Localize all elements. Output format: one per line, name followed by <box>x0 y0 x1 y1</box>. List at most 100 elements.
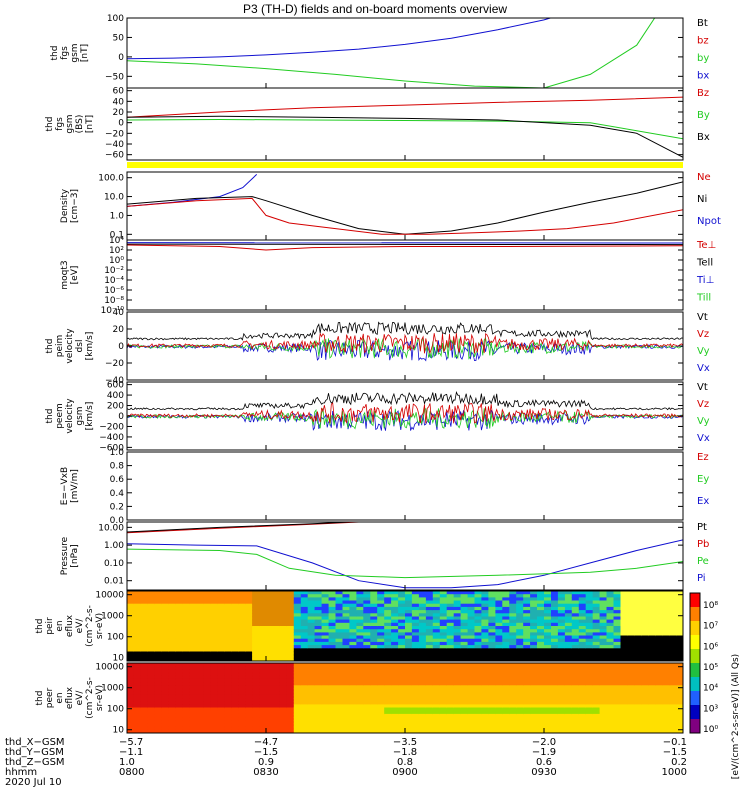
heatmap-cell <box>474 726 482 731</box>
heatmap-cell <box>377 694 385 699</box>
heatmap-cell <box>557 663 566 667</box>
colorbar-tick-label: 10⁴ <box>703 684 718 694</box>
heatmap-cell <box>627 635 635 640</box>
heatmap-cell <box>488 657 496 661</box>
heatmap-cell <box>127 619 135 624</box>
heatmap-cell <box>432 657 441 661</box>
heatmap-cell <box>196 672 204 677</box>
heatmap-cell <box>259 610 267 614</box>
heatmap-cell <box>460 704 469 709</box>
heatmap-cell <box>203 619 211 624</box>
heatmap-cell <box>140 723 149 728</box>
heatmap-cell <box>537 663 545 667</box>
series-line-blue <box>127 174 258 207</box>
heatmap-cell <box>405 710 413 715</box>
heatmap-cell <box>300 635 309 640</box>
heatmap-cell <box>585 657 594 661</box>
heatmap-cell <box>627 651 635 656</box>
heatmap-cell <box>578 669 587 674</box>
heatmap-cell <box>655 638 663 643</box>
heatmap-cell <box>363 654 371 659</box>
heatmap-cell <box>307 710 316 715</box>
heatmap-cell <box>147 688 156 693</box>
heatmap-cell <box>370 669 378 674</box>
heatmap-cell <box>238 729 246 733</box>
heatmap-cell <box>273 678 281 683</box>
heatmap-cell <box>293 629 302 633</box>
heatmap-cell <box>377 654 385 659</box>
heatmap-cell <box>662 663 670 667</box>
heatmap-cell <box>314 666 323 670</box>
heatmap-cell <box>314 707 323 712</box>
heatmap-cell <box>328 651 337 656</box>
heatmap-cell <box>537 726 545 731</box>
heatmap-cell <box>467 678 476 683</box>
heatmap-cell <box>335 603 343 608</box>
heatmap-cell <box>544 678 552 683</box>
heatmap-cell <box>405 685 413 690</box>
heatmap-cell <box>168 645 177 649</box>
heatmap-cell <box>606 606 614 611</box>
heatmap-cell <box>557 616 566 621</box>
heatmap-cell <box>662 657 670 661</box>
heatmap-cell <box>453 669 462 674</box>
heatmap-cell <box>439 606 448 611</box>
heatmap-cell <box>321 694 330 699</box>
heatmap-cell <box>578 648 587 653</box>
heatmap-cell <box>495 591 503 595</box>
heatmap-cell <box>432 682 441 686</box>
heatmap-cell <box>411 594 420 598</box>
heatmap-cell <box>231 619 239 624</box>
heatmap-cell <box>613 629 621 633</box>
heatmap-cell <box>335 666 343 670</box>
y-tick-label: 0 <box>118 119 124 129</box>
heatmap-cell <box>252 610 260 614</box>
heatmap-cell <box>405 616 413 621</box>
heatmap-cell <box>551 688 559 693</box>
heatmap-cell <box>509 729 517 733</box>
heatmap-cell <box>467 629 476 633</box>
heatmap-cell <box>356 629 364 633</box>
heatmap-cell <box>231 632 239 637</box>
heatmap-cell <box>544 688 552 693</box>
heatmap-cell <box>578 663 587 667</box>
heatmap-cell <box>342 626 350 630</box>
heatmap-cell <box>405 654 413 659</box>
heatmap-cell <box>620 648 628 653</box>
heatmap-cell <box>516 713 524 718</box>
heatmap-cell <box>648 600 656 605</box>
heatmap-cell <box>391 713 399 718</box>
heatmap-cell <box>446 651 455 656</box>
heatmap-cell <box>648 663 656 667</box>
heatmap-cell <box>634 698 642 702</box>
heatmap-cell <box>523 591 531 595</box>
colorbar-segment <box>690 705 700 720</box>
heatmap-cell <box>669 606 677 611</box>
heatmap-cell <box>460 648 469 653</box>
heatmap-cell <box>481 626 489 630</box>
heatmap-cell <box>175 704 184 709</box>
heatmap-cell <box>516 619 524 624</box>
panel-frame <box>126 171 684 241</box>
x-row-value: −2.0 <box>532 737 556 748</box>
heatmap-cell <box>669 723 677 728</box>
heatmap-cell <box>488 632 496 637</box>
heatmap-cell <box>564 616 573 621</box>
heatmap-cell <box>481 710 489 715</box>
heatmap-cell <box>356 594 364 598</box>
heatmap-cell <box>140 707 149 712</box>
heatmap-cell <box>398 638 406 643</box>
heatmap-cell <box>189 675 198 680</box>
heatmap-cell <box>252 619 260 624</box>
heatmap-cell <box>252 613 260 618</box>
y-tick-label: −400 <box>99 433 124 443</box>
heatmap-cell <box>474 694 482 699</box>
heatmap-cell <box>453 682 462 686</box>
heatmap-cell <box>238 603 246 608</box>
heatmap-cell <box>370 717 378 721</box>
heatmap-cell <box>363 691 371 696</box>
heatmap-cell <box>606 603 614 608</box>
heatmap-cell <box>293 600 302 605</box>
